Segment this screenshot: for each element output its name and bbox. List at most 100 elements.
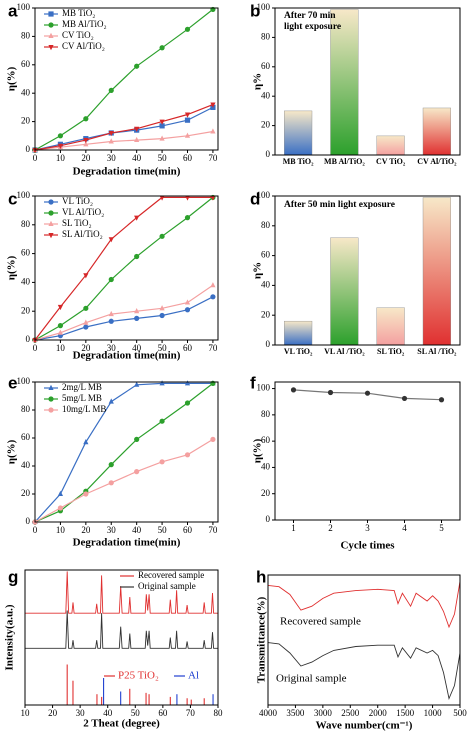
marker bbox=[184, 26, 191, 32]
x-axis-label: Wave number(cm⁻¹) bbox=[316, 720, 413, 732]
marker bbox=[108, 318, 114, 324]
x-axis-label: Degradation time(min) bbox=[73, 350, 181, 362]
y-tick-label: 80 bbox=[261, 220, 271, 230]
x-tick-label: 0 bbox=[33, 153, 38, 163]
legend-label: MB TiO₂ bbox=[62, 8, 95, 18]
legend-label: VL TiO₂ bbox=[62, 196, 93, 206]
marker bbox=[134, 469, 140, 475]
legend-label: SL Al/TiO₂ bbox=[62, 229, 103, 239]
marker bbox=[108, 237, 114, 243]
marker bbox=[184, 195, 191, 201]
panel-label: a bbox=[8, 1, 18, 20]
series-line bbox=[34, 296, 214, 341]
x-tick-label: VL TiO₂ bbox=[284, 347, 313, 356]
x-axis-label: Degradation time(min) bbox=[73, 537, 181, 549]
x-tick-label: 60 bbox=[183, 525, 193, 535]
series-line bbox=[34, 106, 214, 151]
marker bbox=[48, 220, 54, 226]
y-axis-label: η(%) bbox=[6, 66, 18, 91]
x-tick-label: 1000 bbox=[424, 708, 443, 718]
legend-label: P25 TiO₂ bbox=[118, 670, 159, 682]
plot-frame bbox=[24, 569, 219, 706]
x-tick-label: 30 bbox=[76, 708, 86, 718]
x-tick-label: 40 bbox=[132, 525, 142, 535]
bar bbox=[422, 197, 451, 346]
marker bbox=[83, 324, 89, 330]
x-tick-label: 70 bbox=[208, 153, 218, 163]
y-tick-label: 100 bbox=[257, 2, 271, 12]
marker bbox=[184, 380, 191, 386]
x-tick-label: 60 bbox=[183, 343, 193, 353]
marker bbox=[48, 384, 54, 390]
marker bbox=[290, 387, 297, 393]
x-tick-label: MB TiO₂ bbox=[283, 157, 314, 166]
marker bbox=[159, 233, 165, 239]
plot-frame bbox=[274, 381, 461, 521]
y-tick-label: 100 bbox=[257, 383, 271, 393]
marker bbox=[83, 305, 89, 311]
plot-frame bbox=[274, 195, 461, 346]
x-tick-label: 0 bbox=[33, 525, 38, 535]
y-tick-label: 20 bbox=[261, 309, 271, 319]
legend-label: 2mg/L MB bbox=[62, 382, 102, 392]
y-tick-label: 60 bbox=[21, 248, 31, 258]
marker bbox=[57, 505, 64, 511]
panel-label: g bbox=[8, 567, 18, 586]
x-tick-label: 3000 bbox=[314, 708, 333, 718]
y-tick-label: 20 bbox=[21, 305, 31, 315]
x-axis-label: 2 Theat (degree) bbox=[83, 718, 160, 730]
panel-label: e bbox=[8, 373, 17, 392]
y-tick-label: 60 bbox=[261, 61, 271, 71]
marker bbox=[108, 310, 114, 317]
y-tick-label: 100 bbox=[17, 190, 31, 200]
marker bbox=[48, 396, 54, 402]
marker bbox=[184, 452, 191, 458]
marker bbox=[134, 436, 140, 442]
legend-label: CV Al/TiO₂ bbox=[62, 41, 105, 51]
panel-label: c bbox=[8, 189, 17, 208]
marker bbox=[184, 112, 191, 118]
x-tick-label: 1500 bbox=[396, 708, 415, 718]
y-axis-label: η% bbox=[252, 73, 264, 90]
plot-frame bbox=[34, 7, 219, 151]
legend-label: VL Al/TiO₂ bbox=[62, 207, 104, 217]
bar bbox=[422, 107, 451, 156]
legend-label: Al bbox=[188, 670, 199, 682]
legend-label: CV TiO₂ bbox=[62, 30, 94, 40]
series-line bbox=[34, 382, 213, 523]
x-tick-label: 10 bbox=[56, 343, 66, 353]
series-label: Recovered sample bbox=[280, 616, 361, 628]
y-tick-label: 0 bbox=[26, 144, 31, 154]
x-tick-label: 30 bbox=[107, 343, 117, 353]
marker bbox=[401, 395, 408, 402]
y-tick-label: 100 bbox=[17, 376, 31, 386]
marker bbox=[184, 307, 191, 313]
panel-label: d bbox=[250, 189, 260, 208]
marker bbox=[184, 299, 191, 305]
marker bbox=[159, 45, 165, 51]
y-tick-label: 20 bbox=[261, 120, 271, 130]
panel-label: h bbox=[256, 567, 266, 586]
y-tick-label: 60 bbox=[261, 250, 271, 260]
marker bbox=[83, 138, 89, 144]
bar bbox=[376, 307, 405, 346]
y-tick-label: 80 bbox=[21, 30, 31, 40]
x-tick-label: 80 bbox=[214, 708, 224, 718]
series-line bbox=[25, 610, 218, 649]
x-tick-label: 20 bbox=[48, 708, 58, 718]
series-line bbox=[25, 571, 218, 614]
series-line bbox=[267, 581, 461, 629]
y-axis-label: η% bbox=[252, 262, 264, 279]
y-tick-label: 0 bbox=[26, 516, 31, 526]
plot-frame bbox=[267, 574, 461, 706]
marker bbox=[83, 439, 89, 445]
x-tick-label: 30 bbox=[107, 153, 117, 163]
x-tick-label: MB Al/TiO₂ bbox=[324, 157, 365, 166]
y-axis-label: η(%) bbox=[6, 255, 18, 280]
x-tick-label: 3500 bbox=[286, 708, 305, 718]
marker bbox=[108, 130, 114, 137]
x-tick-label: 20 bbox=[81, 525, 91, 535]
x-tick-label: 60 bbox=[158, 708, 168, 718]
marker bbox=[159, 305, 165, 311]
